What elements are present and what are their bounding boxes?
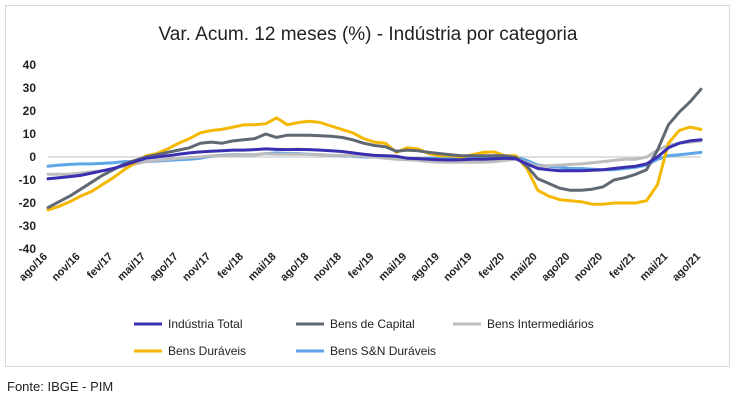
series-line-3 [46,116,703,212]
x-tick-label: ago/20 [539,251,572,284]
x-tick-label: fev/20 [477,251,508,282]
y-tick-label: 0 [29,150,36,164]
x-tick-label: ago/18 [278,251,311,284]
chart-title: Var. Acum. 12 meses (%) - Indústria por … [159,24,578,45]
line-chart: Var. Acum. 12 meses (%) - Indústria por … [17,24,703,358]
x-tick-label: mai/20 [507,251,540,284]
legend-label: Bens Intermediários [487,317,594,331]
x-tick-label: nov/17 [180,251,213,284]
x-tick-label: fev/19 [346,251,377,282]
y-tick-label: 30 [23,81,37,95]
y-tick-label: -10 [19,173,37,187]
x-tick-label: fev/18 [215,251,246,282]
y-axis: 40 30 20 10 0 -10 -20 -30 -40 [19,58,37,256]
x-tick-label: nov/19 [441,251,474,284]
y-tick-label: 10 [23,127,37,141]
series-line-0 [46,138,703,181]
x-tick-label: fev/21 [607,251,638,282]
legend: Indústria Total Bens de Capital Bens Inter… [134,317,594,358]
x-tick-label: ago/19 [409,251,442,284]
y-tick-label: -40 [19,242,37,256]
x-axis: ago/16 nov/16 fev/17 mai/17 ago/17 nov/17 fev/… [17,156,703,284]
legend-label: Indústria Total [168,317,243,331]
y-tick-label: 40 [23,58,37,72]
legend-label: Bens de Capital [330,317,415,331]
y-tick-label: -30 [19,219,37,233]
x-tick-label: fev/17 [85,251,116,282]
x-tick-label: mai/21 [638,251,671,284]
x-tick-label: ago/17 [148,251,181,284]
series-lines [46,87,703,212]
x-tick-label: nov/20 [572,251,605,284]
x-tick-label: mai/17 [115,251,148,284]
series-line-2 [46,139,703,176]
legend-label: Bens Duráveis [168,344,246,358]
chart-frame: Var. Acum. 12 meses (%) - Indústria por … [5,5,730,367]
x-tick-label: mai/19 [377,251,410,284]
x-tick-label: nov/16 [50,251,83,284]
y-tick-label: -20 [19,196,37,210]
source-note: Fonte: IBGE - PIM [7,379,114,394]
legend-label: Bens S&N Duráveis [330,344,436,358]
x-tick-label: nov/18 [311,251,344,284]
x-tick-label: ago/21 [670,251,703,284]
y-tick-label: 20 [23,104,37,118]
series-line-1 [46,87,703,210]
x-tick-label: mai/18 [246,251,279,284]
